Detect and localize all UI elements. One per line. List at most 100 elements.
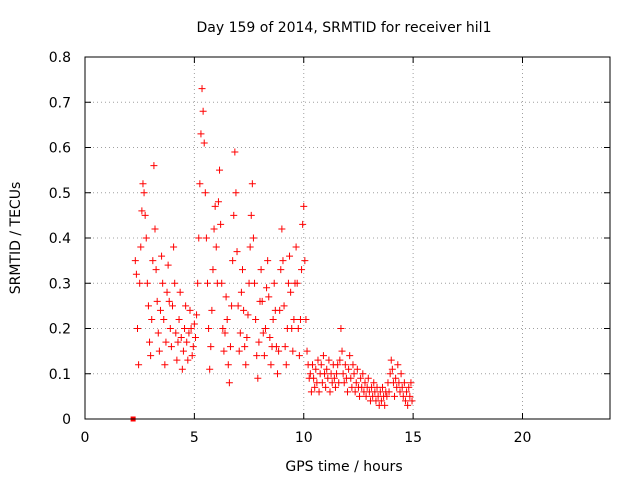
chart-title: Day 159 of 2014, SRMTID for receiver hil… bbox=[197, 20, 492, 36]
data-point bbox=[352, 379, 360, 387]
data-point bbox=[247, 211, 255, 219]
data-point bbox=[225, 379, 233, 387]
data-point bbox=[258, 297, 266, 305]
y-tick-label: 0.5 bbox=[49, 186, 71, 202]
data-point bbox=[314, 356, 322, 364]
data-point bbox=[309, 361, 316, 369]
data-point bbox=[318, 379, 326, 387]
data-point bbox=[383, 392, 391, 400]
data-point bbox=[249, 234, 257, 242]
data-point bbox=[139, 180, 147, 188]
data-point bbox=[362, 392, 370, 400]
data-point bbox=[252, 315, 260, 323]
data-point bbox=[345, 365, 353, 373]
data-point bbox=[172, 329, 180, 337]
data-point bbox=[299, 220, 307, 228]
data-point bbox=[134, 325, 141, 332]
data-point bbox=[241, 343, 249, 351]
data-point bbox=[307, 388, 315, 396]
data-point bbox=[301, 257, 309, 265]
data-point bbox=[292, 243, 300, 251]
data-point bbox=[259, 329, 267, 337]
x-tick-label: 0 bbox=[81, 430, 90, 446]
data-point bbox=[287, 288, 295, 296]
data-point bbox=[187, 325, 195, 332]
data-point bbox=[174, 338, 182, 346]
data-point bbox=[294, 325, 302, 332]
y-tick-label: 0.2 bbox=[49, 322, 71, 338]
data-point bbox=[280, 302, 288, 310]
data-point bbox=[211, 202, 219, 210]
data-point bbox=[321, 370, 329, 378]
data-point bbox=[255, 338, 263, 346]
data-point bbox=[295, 352, 303, 360]
data-point bbox=[186, 306, 194, 314]
data-point bbox=[323, 365, 331, 373]
data-point bbox=[286, 252, 294, 260]
y-tick-label: 0.8 bbox=[49, 50, 71, 66]
data-point bbox=[141, 211, 149, 219]
y-axis-label: SRMTID / TECUs bbox=[8, 182, 24, 295]
data-point bbox=[288, 325, 296, 332]
data-point bbox=[310, 374, 318, 382]
data-point bbox=[230, 211, 238, 219]
data-point bbox=[224, 361, 232, 369]
data-point bbox=[209, 266, 217, 274]
data-point bbox=[311, 383, 319, 391]
data-point bbox=[135, 361, 143, 369]
data-point bbox=[400, 379, 408, 387]
data-point bbox=[222, 293, 230, 301]
data-point bbox=[302, 315, 310, 323]
data-point bbox=[293, 279, 301, 287]
data-point bbox=[331, 383, 339, 391]
data-point bbox=[277, 266, 285, 274]
data-point bbox=[229, 257, 237, 265]
x-tick-label: 5 bbox=[190, 430, 199, 446]
data-point bbox=[300, 202, 308, 210]
data-point bbox=[312, 365, 320, 373]
data-point bbox=[243, 334, 251, 342]
data-point bbox=[348, 383, 356, 391]
data-point bbox=[218, 279, 226, 287]
data-point bbox=[158, 252, 166, 260]
data-point bbox=[226, 343, 234, 351]
data-point bbox=[137, 243, 145, 251]
data-point bbox=[282, 361, 290, 369]
data-point bbox=[236, 329, 244, 337]
data-point bbox=[279, 257, 287, 265]
data-point bbox=[235, 347, 243, 355]
data-point bbox=[370, 379, 378, 387]
data-point bbox=[398, 383, 406, 391]
x-tick-label: 20 bbox=[514, 430, 532, 446]
data-point bbox=[142, 234, 150, 242]
data-point bbox=[161, 361, 169, 369]
data-point bbox=[147, 352, 155, 360]
data-point bbox=[381, 401, 389, 409]
y-tick-label: 0.3 bbox=[49, 276, 71, 292]
data-point bbox=[267, 361, 275, 369]
data-point bbox=[198, 85, 206, 93]
data-point bbox=[337, 325, 345, 332]
data-point bbox=[388, 365, 396, 373]
data-point bbox=[237, 288, 245, 296]
data-point bbox=[336, 356, 344, 364]
data-point bbox=[328, 379, 336, 387]
data-point bbox=[397, 370, 405, 378]
data-point bbox=[385, 388, 393, 396]
data-point bbox=[401, 397, 409, 405]
data-point bbox=[176, 288, 184, 296]
data-point bbox=[163, 288, 171, 296]
data-point bbox=[169, 302, 176, 310]
data-point bbox=[347, 374, 355, 382]
data-point bbox=[344, 388, 351, 396]
data-point bbox=[136, 279, 144, 287]
data-point bbox=[284, 279, 292, 287]
data-point bbox=[185, 329, 193, 337]
data-point bbox=[281, 343, 289, 351]
data-point bbox=[257, 266, 265, 274]
data-point bbox=[239, 266, 246, 274]
data-point bbox=[155, 347, 163, 355]
data-point bbox=[162, 338, 170, 346]
data-point bbox=[298, 266, 306, 274]
